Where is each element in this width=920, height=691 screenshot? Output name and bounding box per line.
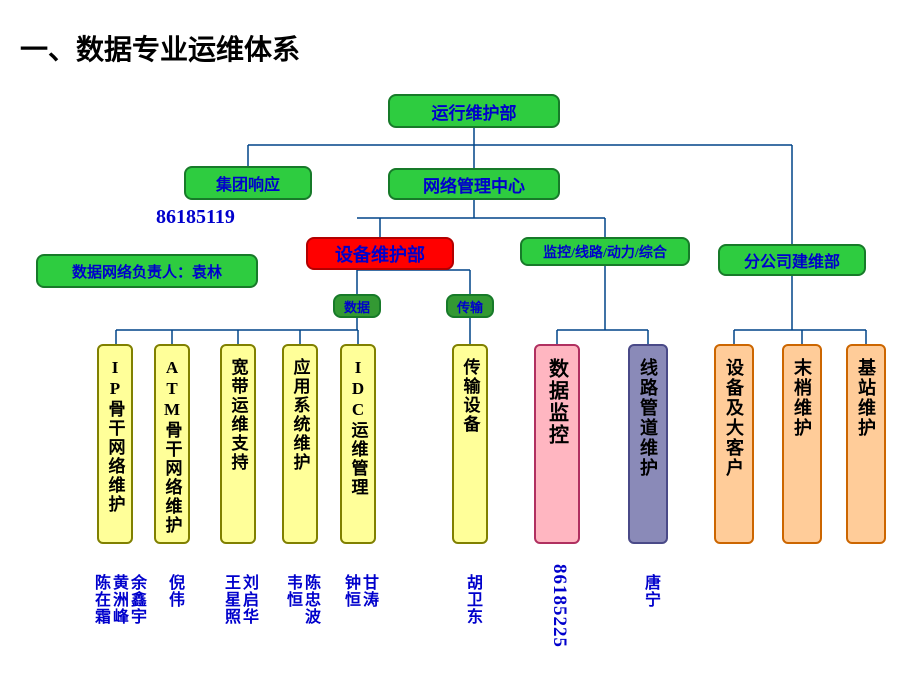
node-net_center: 网络管理中心 — [388, 168, 560, 200]
vlabel-9: 甘涛 — [356, 574, 380, 608]
node-monitor: 监控/线路/动力/综合 — [520, 237, 690, 266]
vlabel-12: 唐宁 — [638, 574, 662, 608]
page-title: 一、数据专业运维体系 — [20, 28, 300, 68]
phone-group-response: 86185119 — [156, 206, 235, 229]
node-group_resp: 集团响应 — [184, 166, 312, 200]
vlabel-10: 胡卫东 — [460, 574, 484, 625]
node-branch: 分公司建维部 — [718, 244, 866, 276]
vbox-v7: 数据监控 — [534, 344, 580, 544]
node-root: 运行维护部 — [388, 94, 560, 128]
vbox-v1: IP骨干网络维护 — [97, 344, 133, 544]
vbox-v3: 宽带运维支持 — [220, 344, 256, 544]
vlabel-5: 刘启华 — [236, 574, 260, 625]
node-note: 数据网络负责人：袁林 — [36, 254, 258, 288]
vlabel-2: 余鑫宇 — [124, 574, 148, 625]
vlabel-3: 倪伟 — [162, 574, 186, 608]
vbox-v4: 应用系统维护 — [282, 344, 318, 544]
vbox-v9: 设备及大客户 — [714, 344, 754, 544]
node-equip_dept: 设备维护部 — [306, 237, 454, 270]
vlabel-11: 86185225 — [548, 564, 570, 648]
node-trans_tag: 传输 — [446, 294, 494, 318]
vlabel-7: 陈忠波 — [298, 574, 322, 625]
vbox-v10: 末梢维护 — [782, 344, 822, 544]
node-data_tag: 数据 — [333, 294, 381, 318]
vbox-v6: 传输设备 — [452, 344, 488, 544]
vbox-v5: IDC运维管理 — [340, 344, 376, 544]
vbox-v11: 基站维护 — [846, 344, 886, 544]
vbox-v8: 线路管道维护 — [628, 344, 668, 544]
vbox-v2: ATM骨干网络维护 — [154, 344, 190, 544]
